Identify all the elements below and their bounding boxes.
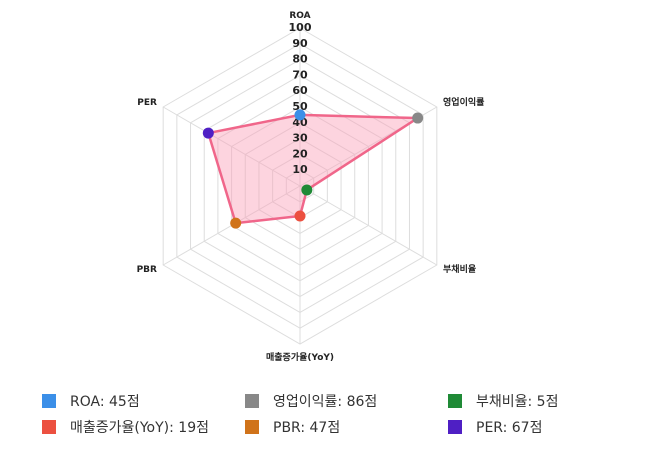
point — [294, 109, 306, 121]
point — [412, 112, 424, 124]
axis-label: 부채비율 — [443, 263, 476, 275]
legend-swatch — [245, 420, 259, 434]
spoke — [162, 106, 301, 187]
area — [206, 113, 422, 225]
legend-swatch — [448, 394, 462, 408]
r-tick-label: 70 — [292, 68, 308, 81]
point — [202, 127, 214, 139]
legend-label: 부채비율: 5점 — [476, 394, 558, 410]
legend-item: 영업이익률: 86점 — [245, 394, 377, 410]
legend-item: ROA: 45점 — [42, 394, 140, 410]
legend-label: ROA: 45점 — [70, 394, 140, 410]
legend-item: PBR: 47점 — [245, 420, 340, 436]
point — [301, 184, 313, 196]
r-tick-label: 90 — [292, 37, 308, 50]
legend-label: PBR: 47점 — [273, 420, 340, 436]
legend-swatch — [448, 420, 462, 434]
r-tick-label: 10 — [292, 163, 308, 176]
point — [230, 217, 242, 229]
legend-item: 부채비율: 5점 — [448, 394, 558, 410]
legend-swatch — [42, 420, 56, 434]
legend-label: PER: 67점 — [476, 420, 542, 436]
legend-item: PER: 67점 — [448, 420, 542, 436]
legend-label: 영업이익률: 86점 — [273, 394, 377, 410]
r-tick-label: 60 — [292, 84, 308, 97]
axis-label: 매출증가율(YoY) — [266, 351, 334, 363]
spoke — [299, 185, 438, 266]
axis-label: PER — [137, 98, 157, 108]
r-tick-label: 80 — [292, 53, 308, 66]
r-tick-label: 20 — [292, 147, 308, 160]
point — [294, 210, 306, 222]
r-tick-label: 50 — [292, 100, 308, 113]
axis-label: 영업이익률 — [443, 96, 484, 108]
r-tick-label: 30 — [292, 132, 308, 145]
r-tick-label: 40 — [292, 116, 308, 129]
legend-swatch — [245, 394, 259, 408]
legend-label: 매출증가율(YoY): 19점 — [70, 420, 209, 436]
r-tick-label: 100 — [289, 21, 312, 34]
legend-swatch — [42, 394, 56, 408]
legend-item: 매출증가율(YoY): 19점 — [42, 420, 209, 436]
axis-label: ROA — [289, 11, 310, 21]
axis-label: PBR — [137, 265, 157, 275]
